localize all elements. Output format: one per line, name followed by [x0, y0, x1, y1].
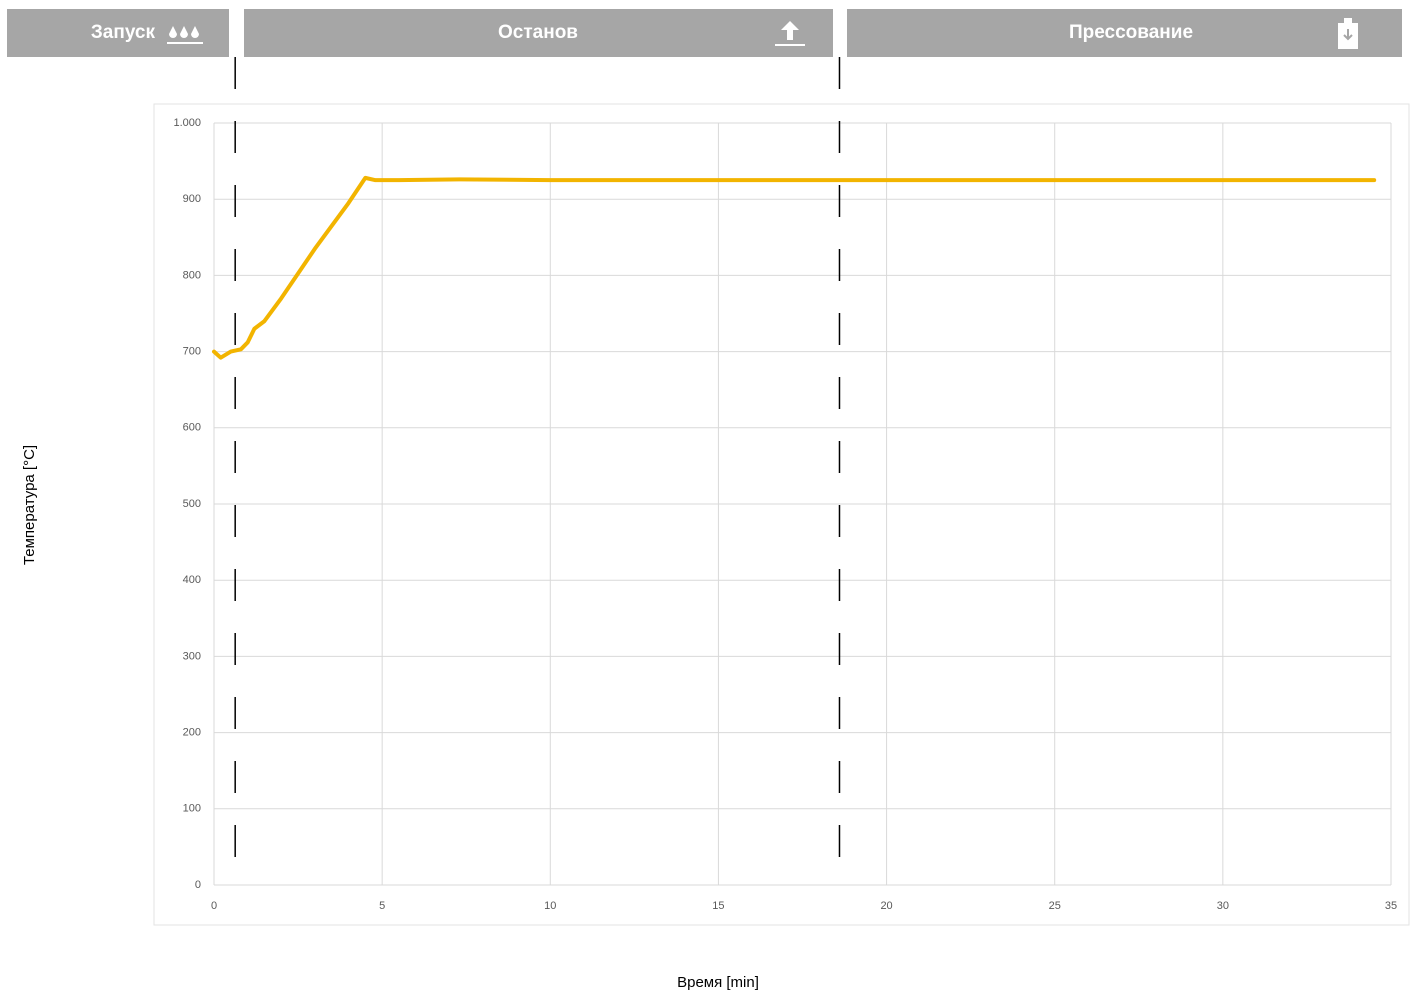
y-tick-label: 900	[183, 193, 201, 205]
x-tick-label: 0	[211, 900, 217, 912]
y-tick-label: 200	[183, 727, 201, 739]
y-tick-label: 500	[183, 498, 201, 510]
y-tick-label: 1.000	[173, 117, 201, 129]
x-tick-label: 30	[1217, 900, 1229, 912]
x-tick-label: 35	[1385, 900, 1397, 912]
phase-label: Прессование	[1069, 22, 1193, 43]
phase-header	[244, 9, 833, 57]
data-line	[212, 175, 1377, 360]
y-tick-label: 0	[195, 879, 201, 891]
x-tick-label: 20	[880, 900, 892, 912]
x-tick-label: 10	[544, 900, 556, 912]
phase-label: Останов	[498, 22, 578, 43]
x-tick-label: 5	[379, 900, 385, 912]
y-tick-label: 100	[183, 803, 201, 815]
x-tick-label: 15	[712, 900, 724, 912]
phase-label: Запуск	[91, 22, 156, 43]
y-tick-label: 700	[183, 346, 201, 358]
x-axis-label: Время [min]	[677, 974, 759, 991]
chart-frame	[153, 103, 1410, 926]
x-tick-label: 25	[1049, 900, 1061, 912]
y-tick-label: 300	[183, 650, 201, 662]
y-axis-label: Температура [°C]	[21, 445, 38, 565]
weight-icon	[1338, 18, 1358, 49]
up-icon	[775, 21, 805, 46]
y-tick-label: 800	[183, 269, 201, 281]
phase-header	[847, 9, 1402, 57]
drops-icon	[167, 26, 203, 44]
y-tick-label: 400	[183, 574, 201, 586]
y-tick-label: 600	[183, 422, 201, 434]
